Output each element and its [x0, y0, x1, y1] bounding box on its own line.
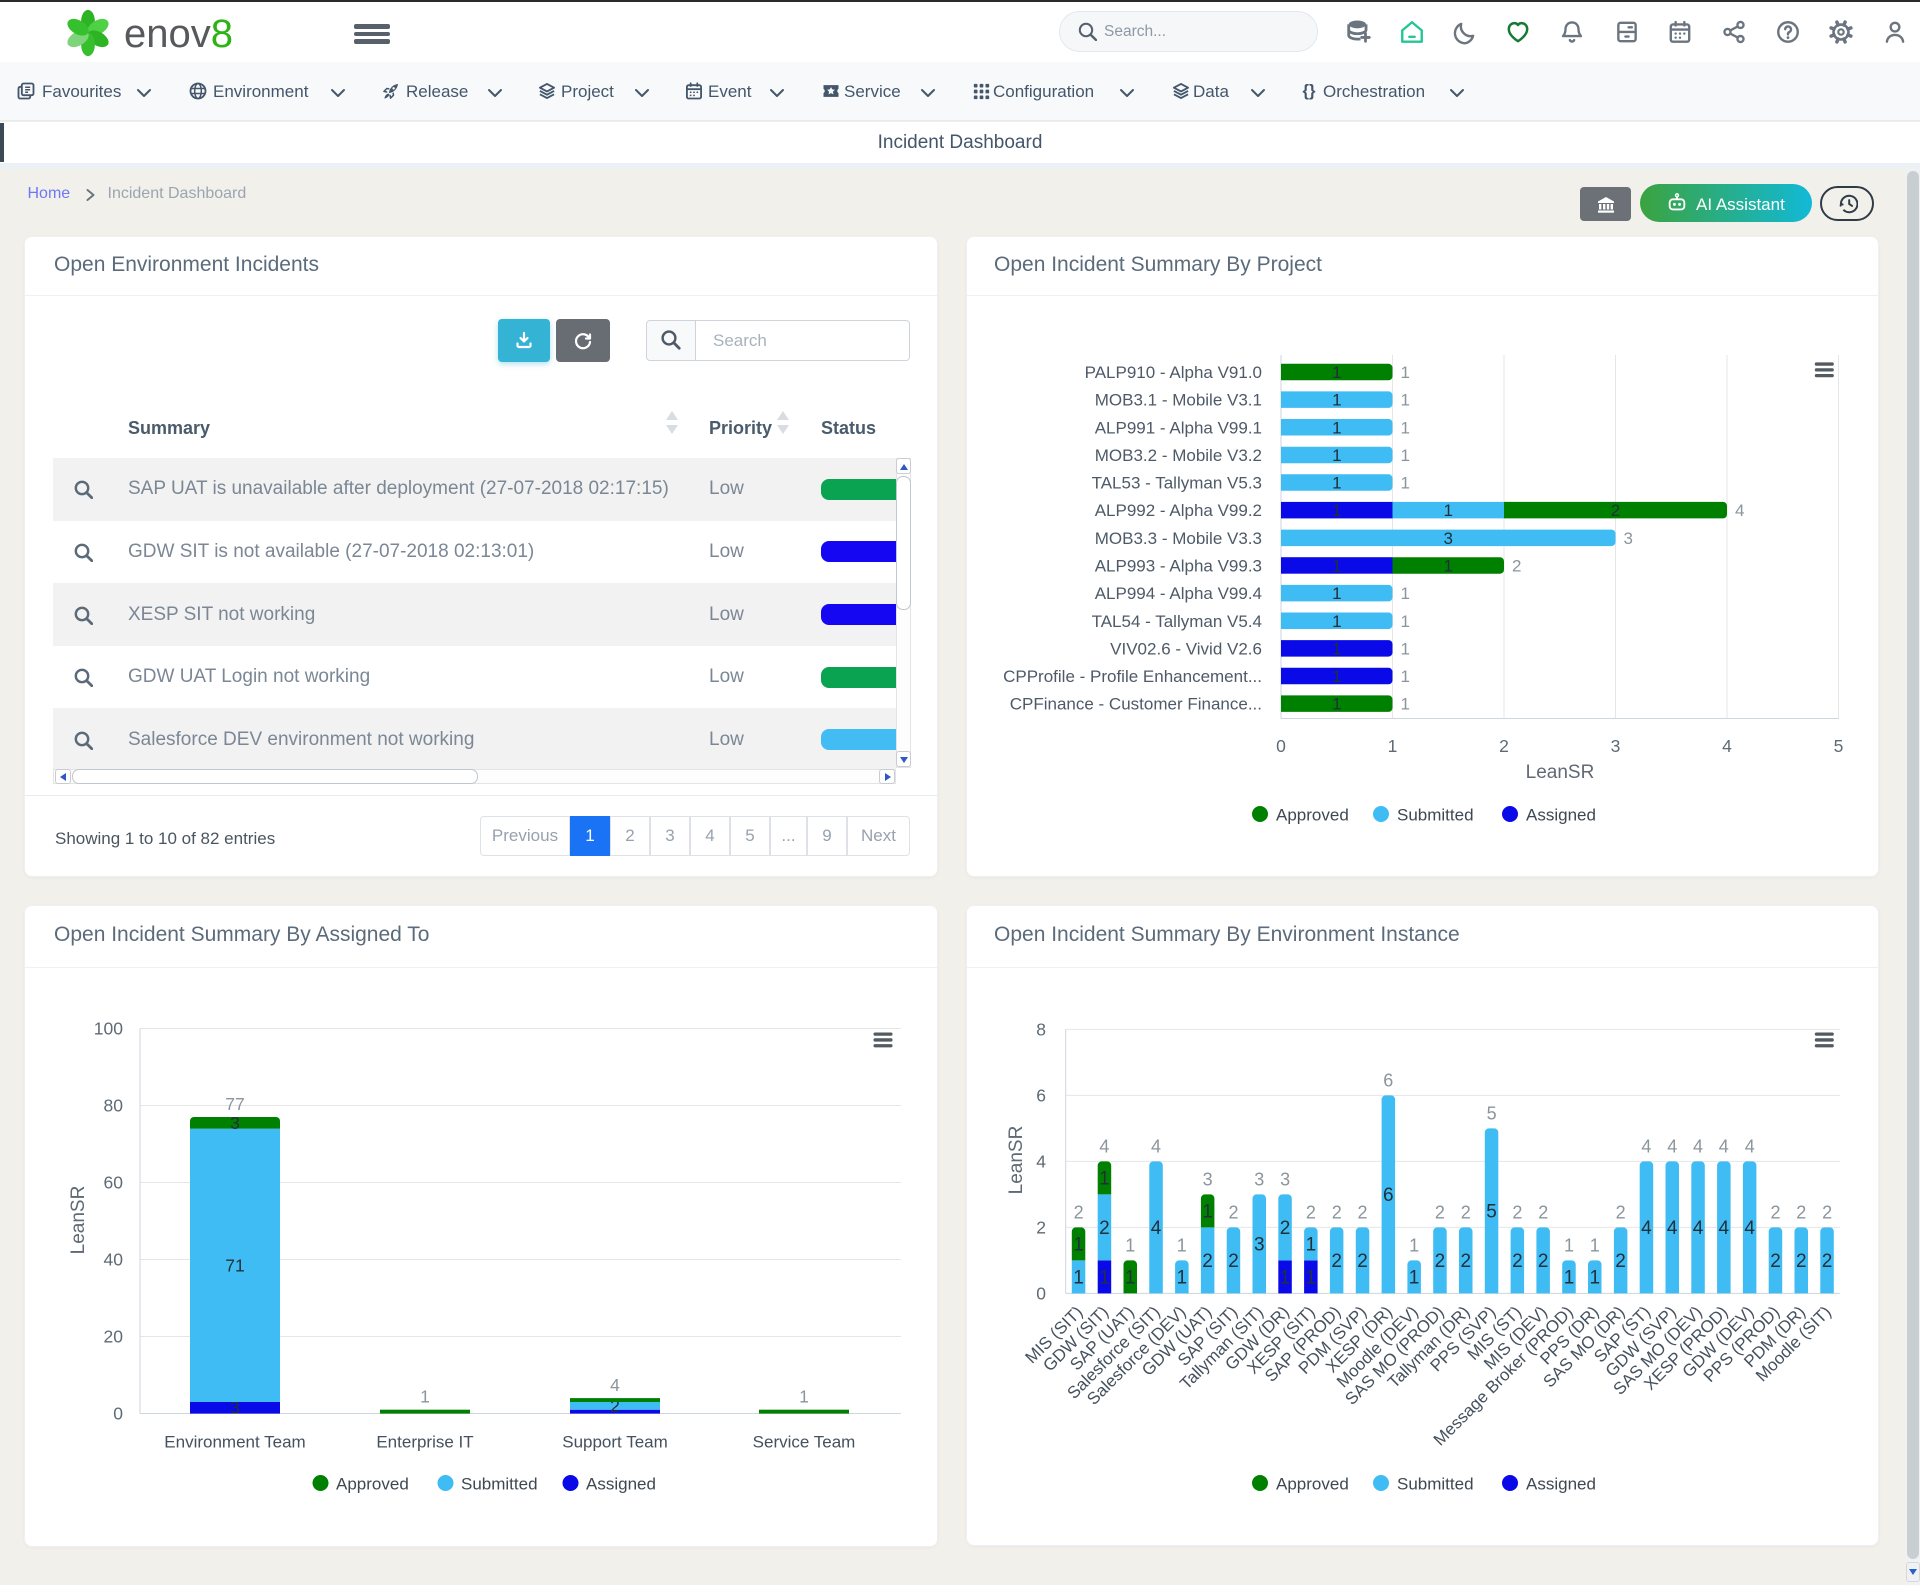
svg-text:{}: {}: [1303, 81, 1316, 100]
